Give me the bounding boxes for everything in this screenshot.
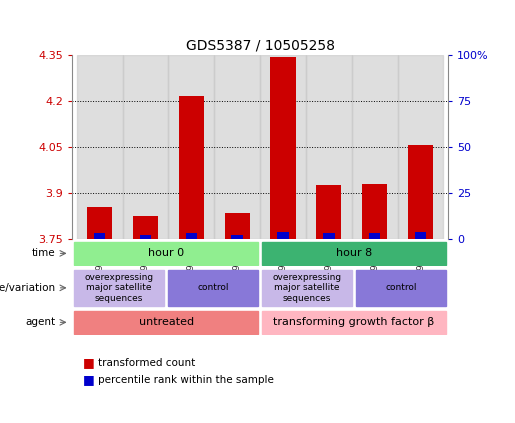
Bar — [356, 270, 445, 306]
Bar — [323, 233, 335, 239]
Text: hour 0: hour 0 — [148, 248, 184, 258]
Bar — [94, 233, 106, 239]
Bar — [306, 55, 352, 239]
Bar — [277, 232, 289, 239]
Text: hour 8: hour 8 — [336, 248, 372, 258]
Bar — [398, 55, 443, 239]
Text: control: control — [197, 283, 229, 292]
Bar — [179, 96, 204, 239]
Text: genotype/variation: genotype/variation — [0, 283, 55, 293]
Text: overexpressing
major satellite
sequences: overexpressing major satellite sequences — [272, 273, 341, 303]
Bar — [168, 55, 214, 239]
Bar — [231, 235, 243, 239]
Text: control: control — [385, 283, 417, 292]
Bar — [185, 233, 197, 239]
Bar — [75, 310, 258, 334]
Bar — [362, 184, 387, 239]
Text: ■: ■ — [82, 357, 94, 369]
Text: ■: ■ — [82, 374, 94, 386]
Bar — [123, 55, 168, 239]
Bar — [77, 55, 123, 239]
Bar — [263, 310, 445, 334]
Text: overexpressing
major satellite
sequences: overexpressing major satellite sequences — [84, 273, 153, 303]
Bar — [225, 213, 250, 239]
Bar — [140, 235, 151, 239]
Bar — [75, 242, 258, 265]
Bar — [214, 55, 260, 239]
Text: percentile rank within the sample: percentile rank within the sample — [98, 375, 274, 385]
Bar — [415, 232, 426, 239]
Bar — [263, 270, 352, 306]
Bar — [87, 207, 112, 239]
Bar — [352, 55, 398, 239]
Bar — [168, 270, 258, 306]
Title: GDS5387 / 10505258: GDS5387 / 10505258 — [185, 38, 335, 52]
Bar — [369, 233, 381, 239]
Text: time: time — [31, 248, 55, 258]
Bar — [316, 185, 341, 239]
Bar — [263, 242, 445, 265]
Text: agent: agent — [25, 317, 55, 327]
Text: untreated: untreated — [139, 317, 194, 327]
Bar — [75, 270, 164, 306]
Bar — [260, 55, 306, 239]
Bar — [408, 146, 433, 239]
Bar — [133, 216, 158, 239]
Text: transforming growth factor β: transforming growth factor β — [273, 317, 435, 327]
Bar — [270, 57, 296, 239]
Text: transformed count: transformed count — [98, 358, 195, 368]
